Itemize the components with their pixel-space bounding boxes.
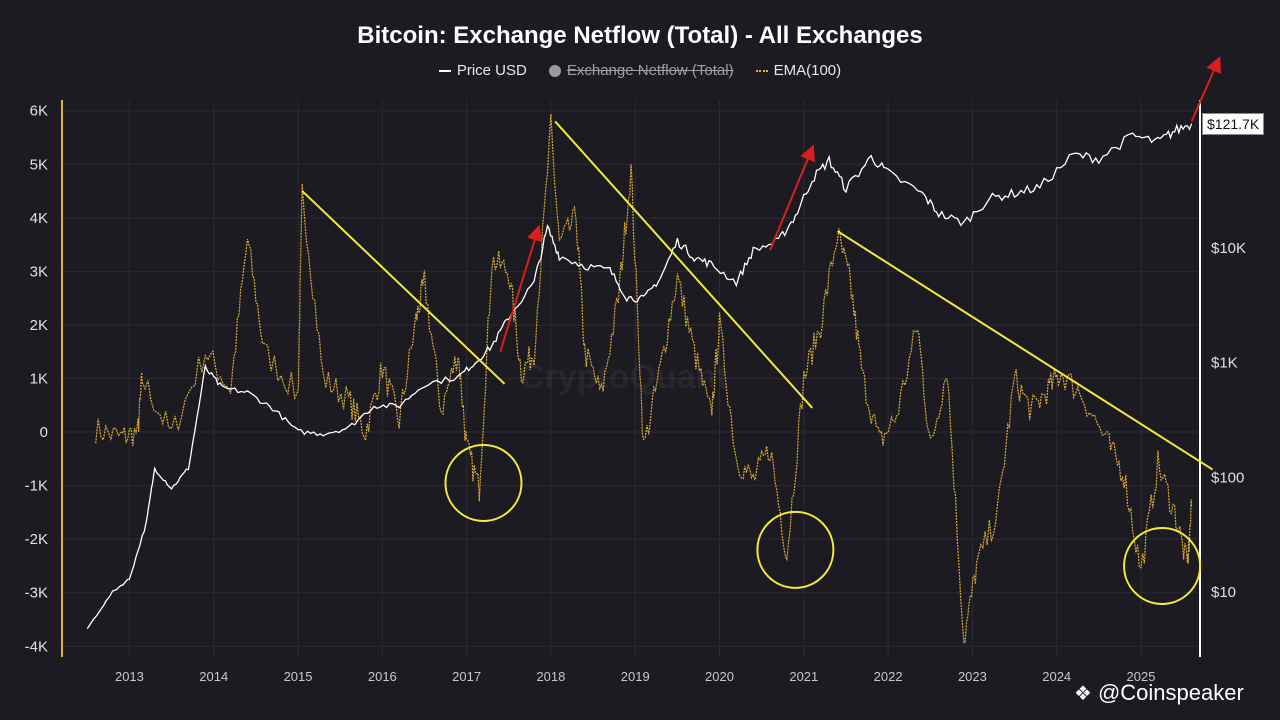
y-left-tick-label: 3K	[30, 263, 48, 280]
legend-label-ema: EMA(100)	[773, 62, 842, 79]
x-tick-label: 2024	[1042, 669, 1071, 684]
legend-item-netflow[interactable]: Exchange Netflow (Total)	[548, 62, 734, 79]
y-left-tick-label: -1K	[25, 478, 48, 495]
y-left-tick-label: 1K	[30, 371, 48, 388]
x-tick-label: 2015	[284, 669, 313, 684]
x-tick-label: 2023	[958, 669, 987, 684]
x-tick-label: 2014	[199, 669, 228, 684]
y-left-tick-label: 5K	[30, 156, 48, 173]
y-left-tick-label: 6K	[30, 103, 48, 120]
highlight-circle	[1123, 526, 1202, 605]
legend-swatch-price	[438, 69, 451, 72]
trendline	[554, 120, 813, 409]
trend-arrow	[499, 224, 543, 353]
legend-swatch-netflow	[548, 64, 561, 77]
highlight-circle	[444, 443, 523, 522]
trend-arrow	[1190, 56, 1222, 122]
y-left-tick-label: 2K	[30, 317, 48, 334]
y-left-tick-label: 0	[40, 424, 48, 441]
brand-watermark: ❖ @Coinspeaker	[1074, 680, 1244, 706]
legend-item-price[interactable]: Price USD	[438, 62, 527, 79]
legend-label-price: Price USD	[456, 62, 527, 79]
x-tick-label: 2013	[115, 669, 144, 684]
y-right-tick-label: $10	[1211, 584, 1236, 601]
x-tick-label: 2025	[1127, 669, 1156, 684]
binance-diamond-icon: ❖	[1074, 682, 1092, 705]
background-watermark: CryptoQuant	[520, 358, 728, 396]
legend-item-ema[interactable]: EMA(100)	[755, 62, 842, 79]
legend-swatch-ema	[755, 69, 768, 72]
current-price-badge: $121.7K	[1202, 113, 1265, 135]
y-left-tick-label: -4K	[25, 638, 48, 655]
x-tick-label: 2018	[536, 669, 565, 684]
legend-label-netflow: Exchange Netflow (Total)	[566, 62, 734, 79]
chart-legend: Price USD Exchange Netflow (Total) EMA(1…	[0, 62, 1280, 79]
trend-arrow	[769, 144, 816, 251]
y-right-tick-label: $1K	[1211, 355, 1238, 372]
x-tick-label: 2021	[789, 669, 818, 684]
price-series-line	[86, 123, 1193, 629]
chart-title: Bitcoin: Exchange Netflow (Total) - All …	[357, 22, 923, 49]
y-left-tick-label: -3K	[25, 585, 48, 602]
x-tick-label: 2017	[452, 669, 481, 684]
y-right-tick-label: $10K	[1211, 240, 1246, 257]
trendline	[301, 190, 506, 385]
x-tick-label: 2016	[368, 669, 397, 684]
highlight-circle	[756, 510, 835, 589]
y-right-tick-label: $100	[1211, 469, 1244, 486]
x-tick-label: 2019	[621, 669, 650, 684]
y-left-tick-label: -2K	[25, 531, 48, 548]
ema-series-line	[95, 113, 1193, 644]
trendline	[836, 230, 1214, 471]
y-left-tick-label: 4K	[30, 210, 48, 227]
x-tick-label: 2022	[874, 669, 903, 684]
x-tick-label: 2020	[705, 669, 734, 684]
brand-label: @Coinspeaker	[1097, 680, 1244, 705]
